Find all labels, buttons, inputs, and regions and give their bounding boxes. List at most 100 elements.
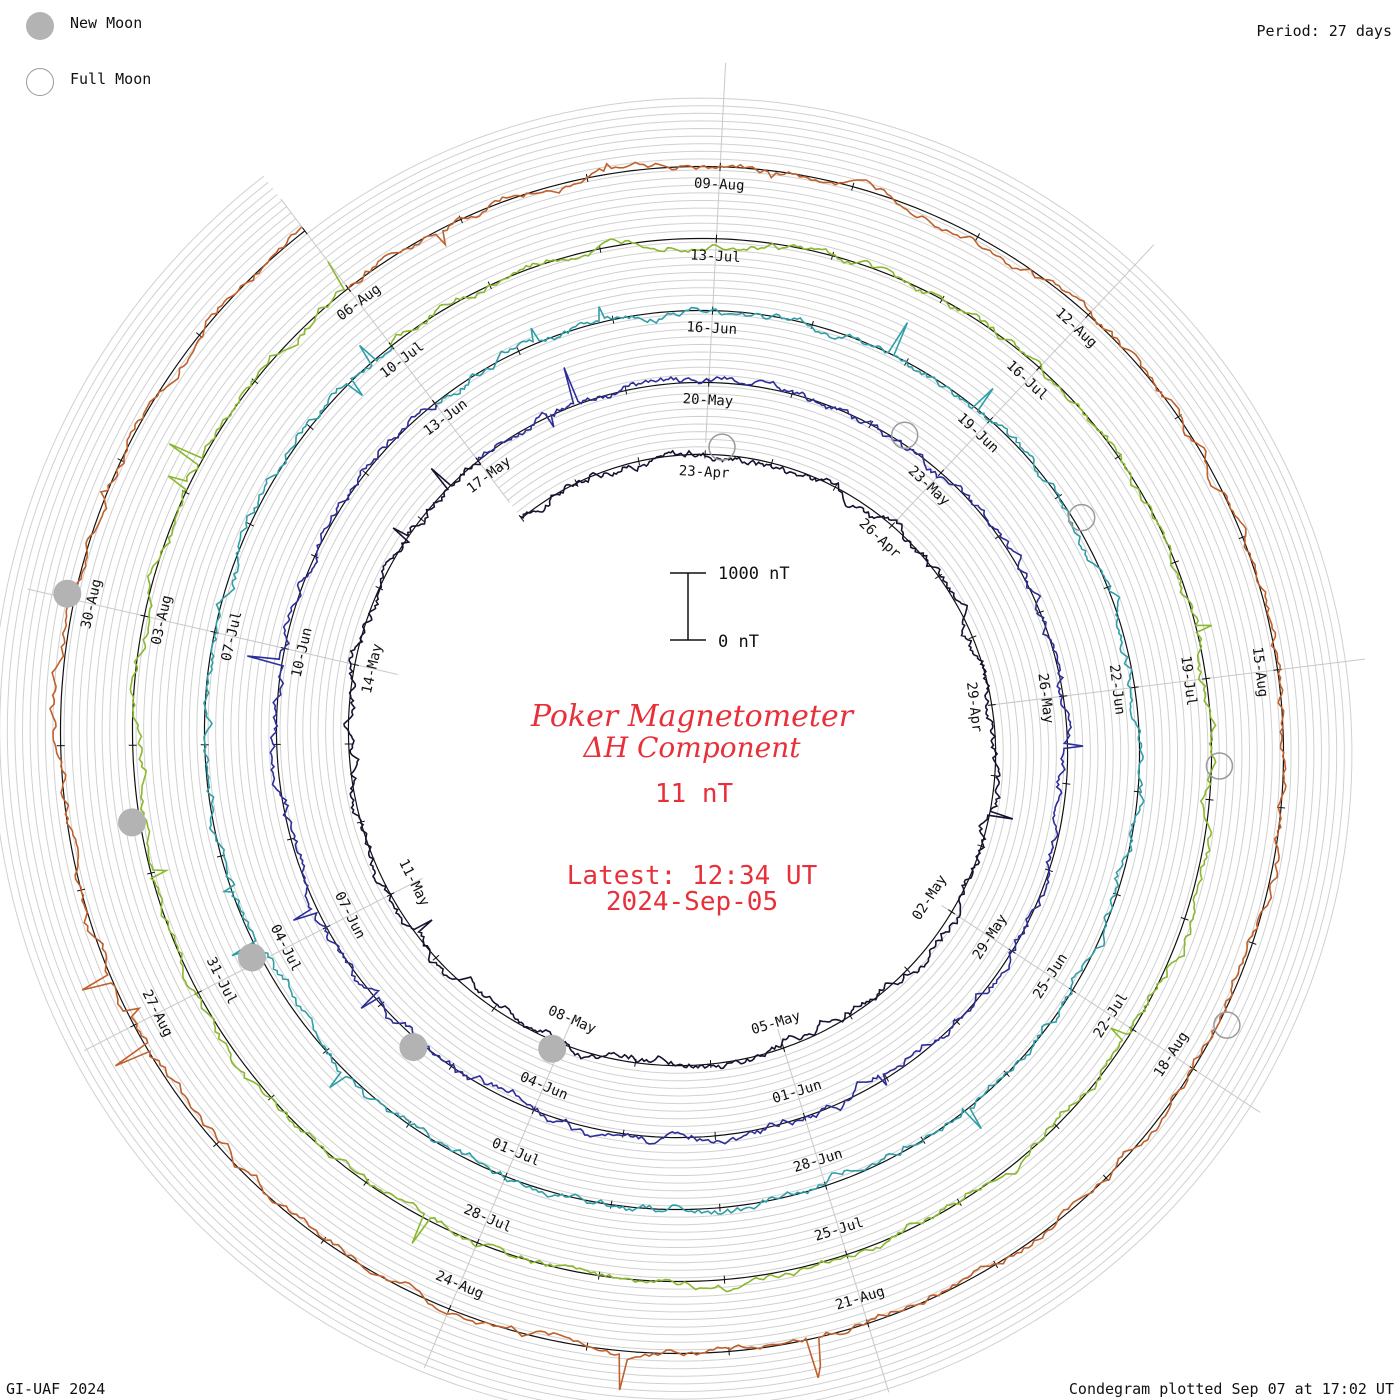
grid-contour bbox=[6, 112, 1338, 1400]
date-label: 31-Jul bbox=[203, 955, 240, 1007]
series-line-10-Jul bbox=[129, 238, 1217, 1293]
grid-contour bbox=[166, 272, 1178, 1248]
grid-contour bbox=[317, 423, 1027, 1097]
grid-contour bbox=[150, 256, 1194, 1264]
grid-contour bbox=[0, 105, 1345, 1400]
grid-contour bbox=[63, 169, 1281, 1351]
grid-contour bbox=[196, 302, 1148, 1218]
grid-contour bbox=[230, 336, 1114, 1184]
date-label: 08-May bbox=[546, 1003, 599, 1037]
date-label: 02-May bbox=[909, 872, 950, 923]
grid-contour bbox=[325, 431, 1019, 1089]
grid-contour bbox=[268, 374, 1076, 1146]
date-label: 07-Jun bbox=[331, 889, 368, 941]
full-moon-marker-19-Aug bbox=[1213, 1011, 1241, 1039]
grid-contour bbox=[101, 207, 1243, 1313]
grid-contour bbox=[294, 400, 1050, 1120]
date-label: 11-May bbox=[395, 857, 432, 909]
grid-contour bbox=[238, 343, 1106, 1176]
grid-contour bbox=[14, 120, 1330, 1400]
latest-date: 2024-Sep-05 bbox=[606, 887, 778, 917]
grid-contour bbox=[0, 97, 1353, 1400]
grid-contour bbox=[37, 143, 1307, 1377]
full-moon-label: Full Moon bbox=[70, 70, 152, 88]
grid-spoke bbox=[941, 904, 1261, 1113]
scale-bottom-label: 0 nT bbox=[718, 632, 759, 652]
grid-contour bbox=[86, 192, 1258, 1328]
date-label: 19-Jul bbox=[1177, 655, 1199, 707]
date-label: 23-Apr bbox=[678, 463, 729, 482]
date-label: 27-Aug bbox=[139, 987, 176, 1039]
grid-contour bbox=[260, 366, 1084, 1154]
grid-contour bbox=[215, 321, 1129, 1199]
grid-contour bbox=[93, 200, 1250, 1321]
date-label: 13-Jun bbox=[421, 396, 471, 439]
chart-moons bbox=[53, 421, 1241, 1063]
grid-contour bbox=[332, 438, 1012, 1082]
grid-spoke bbox=[894, 244, 1155, 523]
date-label: 09-Aug bbox=[694, 175, 745, 194]
date-label: 13-Jul bbox=[690, 247, 741, 266]
scale-bar: 1000 nT 0 nT bbox=[670, 564, 790, 652]
baseline-spiral-06-Aug bbox=[59, 165, 1285, 1355]
grid-contour bbox=[245, 351, 1099, 1169]
date-label: 28-Jul bbox=[461, 1202, 514, 1236]
grid-contour bbox=[109, 215, 1235, 1305]
date-label: 22-Jun bbox=[1106, 664, 1128, 716]
chart-series bbox=[49, 161, 1287, 1391]
grid-contour bbox=[222, 328, 1122, 1192]
series-line-13-Jun bbox=[203, 306, 1145, 1215]
full-moon-marker-23-Apr bbox=[708, 433, 736, 461]
period-label: Period: 27 days bbox=[1256, 22, 1392, 40]
chart-grid bbox=[0, 62, 1365, 1400]
grid-contour bbox=[52, 158, 1292, 1362]
date-label: 24-Aug bbox=[433, 1268, 486, 1302]
date-label: 18-Aug bbox=[1151, 1029, 1192, 1080]
plotted-label: Condegram plotted Sep 07 at 17:02 UT bbox=[1068, 1380, 1394, 1398]
new-moon-marker-03-Sep bbox=[53, 579, 82, 608]
new-moon-marker-06-Jun bbox=[399, 1033, 428, 1062]
grid-contour bbox=[158, 264, 1186, 1256]
date-label: 10-Jun bbox=[289, 626, 316, 679]
full-moon-icon bbox=[26, 68, 54, 96]
date-label: 30-Aug bbox=[78, 577, 105, 630]
new-moon-icon bbox=[26, 12, 54, 40]
legend-full-moon: Full Moon bbox=[26, 68, 226, 100]
grid-contour bbox=[173, 279, 1171, 1241]
new-moon-marker-04-Aug bbox=[118, 808, 146, 837]
date-label: 04-Jun bbox=[517, 1069, 570, 1103]
grid-contour bbox=[309, 415, 1035, 1105]
chart-title-line1: Poker Magnetometer bbox=[530, 699, 855, 734]
date-label: 20-May bbox=[682, 391, 733, 410]
latest-time: Latest: 12:34 UT bbox=[567, 861, 818, 891]
grid-contour bbox=[253, 359, 1091, 1161]
grid-contour bbox=[340, 446, 1004, 1074]
grid-contour bbox=[188, 294, 1156, 1226]
legend-new-moon: New Moon bbox=[26, 12, 226, 44]
grid-contour bbox=[71, 177, 1273, 1343]
date-label: 29-Apr bbox=[963, 681, 985, 733]
grid-spoke bbox=[423, 1018, 574, 1369]
grid-contour bbox=[302, 408, 1042, 1112]
date-label: 29-May bbox=[970, 911, 1011, 962]
series-line-06-Aug bbox=[49, 161, 1287, 1391]
grid-contour bbox=[44, 150, 1300, 1370]
date-label: 10-Jul bbox=[377, 339, 427, 382]
full-moon-marker-22-Jun bbox=[1067, 503, 1096, 532]
baseline-spiral-17-May bbox=[275, 381, 1069, 1139]
date-label: 15-Aug bbox=[1249, 646, 1271, 698]
new-moon-marker-05-Jul bbox=[238, 943, 266, 972]
scale-top-label: 1000 nT bbox=[718, 564, 790, 584]
date-label: 01-Jul bbox=[489, 1135, 542, 1169]
current-value: 11 nT bbox=[655, 779, 734, 809]
date-label: 06-Aug bbox=[334, 281, 384, 324]
grid-contour bbox=[143, 249, 1201, 1271]
chart-title-line2: ΔH Component bbox=[582, 731, 801, 764]
credit-label: GI-UAF 2024 bbox=[6, 1380, 106, 1398]
date-label: 04-Jul bbox=[267, 922, 304, 974]
date-label: 14-May bbox=[359, 642, 386, 695]
full-moon-marker-23-May bbox=[890, 421, 919, 450]
grid-spoke bbox=[280, 198, 510, 503]
date-label: 25-Jun bbox=[1030, 951, 1071, 1002]
